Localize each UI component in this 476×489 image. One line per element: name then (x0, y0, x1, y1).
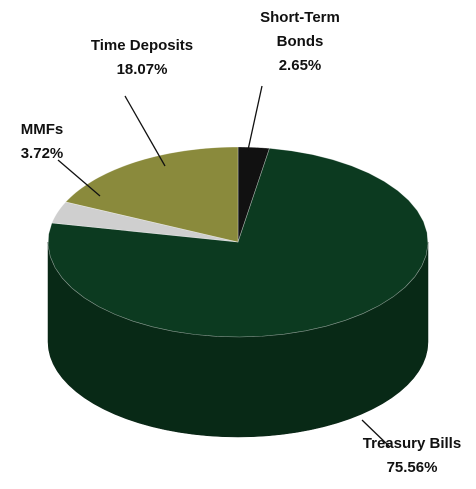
value-label: 3.72% (20, 145, 64, 162)
leader-line (247, 85, 263, 151)
slice-label: Short-Term Bonds 2.65% (252, 6, 348, 78)
leader-line (57, 159, 101, 197)
value-label: 75.56% (386, 459, 438, 476)
pie-slice (65, 146, 239, 243)
slice-label: MMFs 3.72% (0, 118, 102, 166)
leader-line (124, 95, 166, 167)
pie-slice (51, 201, 239, 243)
value-label: 2.65% (278, 57, 322, 74)
slice-label: Time Deposits 18.07% (82, 34, 202, 82)
leader-line (361, 419, 391, 448)
category-label: Short-Term Bonds (260, 9, 340, 50)
category-label: MMFs (20, 121, 64, 138)
slice-label: Treasury Bills 75.56% (352, 432, 472, 480)
pie-slice (47, 147, 429, 338)
category-label: Treasury Bills (362, 435, 462, 452)
value-label: 18.07% (116, 61, 168, 78)
category-label: Time Deposits (90, 37, 194, 54)
